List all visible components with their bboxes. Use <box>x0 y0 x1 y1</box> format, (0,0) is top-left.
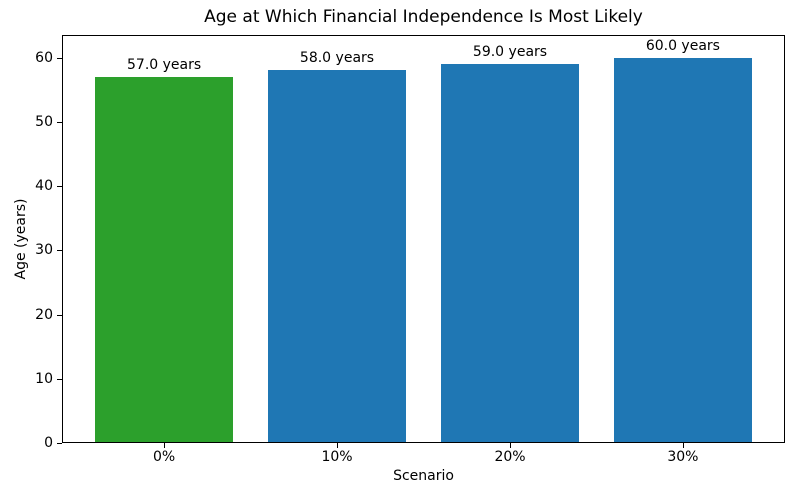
y-axis-tick <box>57 314 62 316</box>
bar-30% <box>613 57 753 443</box>
chart-title: Age at Which Financial Independence Is M… <box>204 7 643 27</box>
y-axis-tick <box>57 250 62 252</box>
y-axis-tick <box>57 443 62 444</box>
x-tick-label: 10% <box>321 449 353 465</box>
x-axis-label: Scenario <box>393 468 454 484</box>
y-axis-tick <box>57 378 62 380</box>
bar-value-label: 60.0 years <box>645 37 720 54</box>
y-tick-label: 10 <box>35 370 53 387</box>
bar-value-label: 59.0 years <box>472 43 548 60</box>
x-axis-tick <box>337 443 338 448</box>
bar-value-label: 58.0 years <box>299 50 375 67</box>
bar-0% <box>94 76 234 443</box>
x-axis-tick <box>510 443 511 448</box>
x-tick-label: 0% <box>152 449 176 465</box>
y-axis-tick <box>57 57 62 59</box>
y-axis-tick <box>57 121 62 123</box>
x-axis-tick <box>682 443 684 448</box>
x-tick-label: 30% <box>667 449 699 465</box>
x-axis-tick <box>164 443 166 448</box>
y-tick-label: 30 <box>35 242 53 259</box>
bar-value-label: 57.0 years <box>127 56 202 73</box>
bar-10% <box>267 70 407 443</box>
y-tick-label: 50 <box>35 113 53 130</box>
y-tick-label: 0 <box>44 435 53 451</box>
y-tick-label: 60 <box>35 49 53 66</box>
y-tick-label: 40 <box>35 178 53 194</box>
y-tick-label: 20 <box>35 306 53 323</box>
y-axis-tick <box>57 186 62 187</box>
bar-20% <box>440 63 580 443</box>
x-tick-label: 20% <box>494 449 526 465</box>
